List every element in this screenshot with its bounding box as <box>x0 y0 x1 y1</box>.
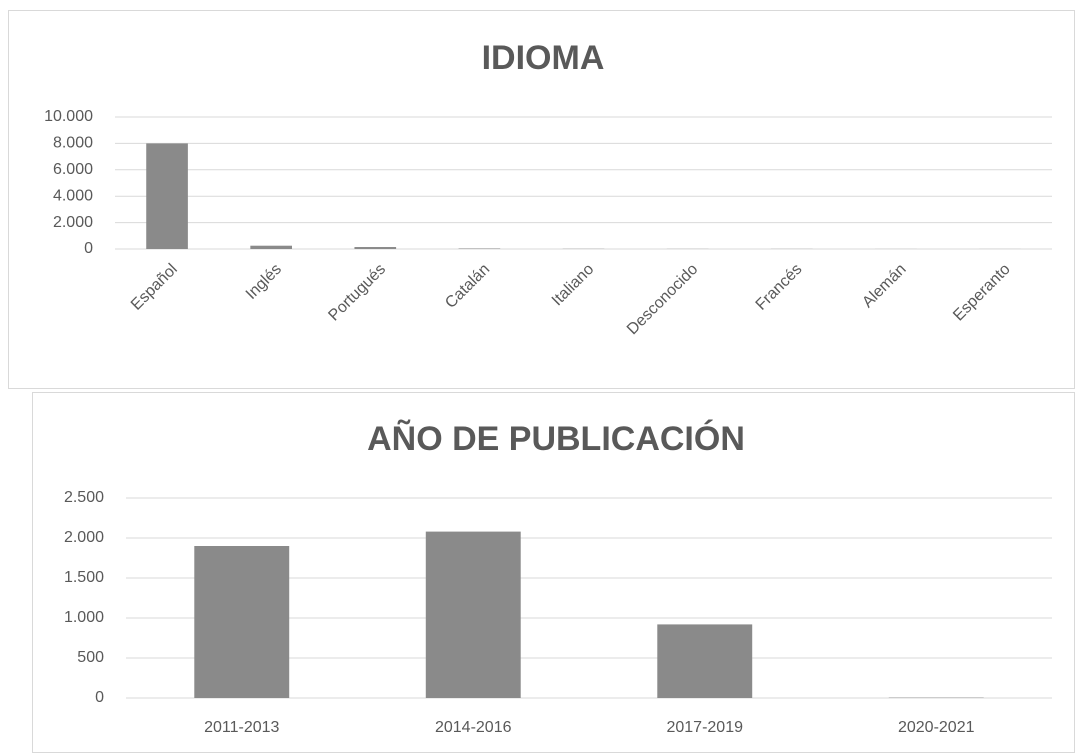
y-tick-label: 8.000 <box>53 135 93 152</box>
chart-title: IDIOMA <box>482 39 605 77</box>
bar <box>194 546 290 698</box>
bar <box>146 143 188 249</box>
bar <box>354 247 397 249</box>
y-tick-label: 1.000 <box>64 609 104 626</box>
y-tick-label: 2.000 <box>64 529 104 546</box>
x-tick-label: 2017-2019 <box>666 719 743 736</box>
x-tick-label: 2014-2016 <box>435 719 512 736</box>
chart-title: AÑO DE PUBLICACIÓN <box>367 420 745 458</box>
y-tick-label: 2.000 <box>53 214 93 231</box>
bar <box>458 248 501 249</box>
y-tick-label: 6.000 <box>53 161 93 178</box>
y-tick-label: 0 <box>95 689 104 706</box>
y-tick-label: 4.000 <box>53 187 93 204</box>
y-tick-label: 0 <box>84 240 93 257</box>
y-tick-label: 500 <box>77 649 104 666</box>
x-tick-label: 2020-2021 <box>898 719 975 736</box>
y-tick-label: 1.500 <box>64 569 104 586</box>
bar <box>425 531 521 698</box>
bar <box>657 624 753 698</box>
bar <box>250 245 292 249</box>
y-tick-label: 2.500 <box>64 489 104 506</box>
x-tick-label: 2011-2013 <box>204 719 279 736</box>
y-tick-label: 10.000 <box>44 108 93 125</box>
